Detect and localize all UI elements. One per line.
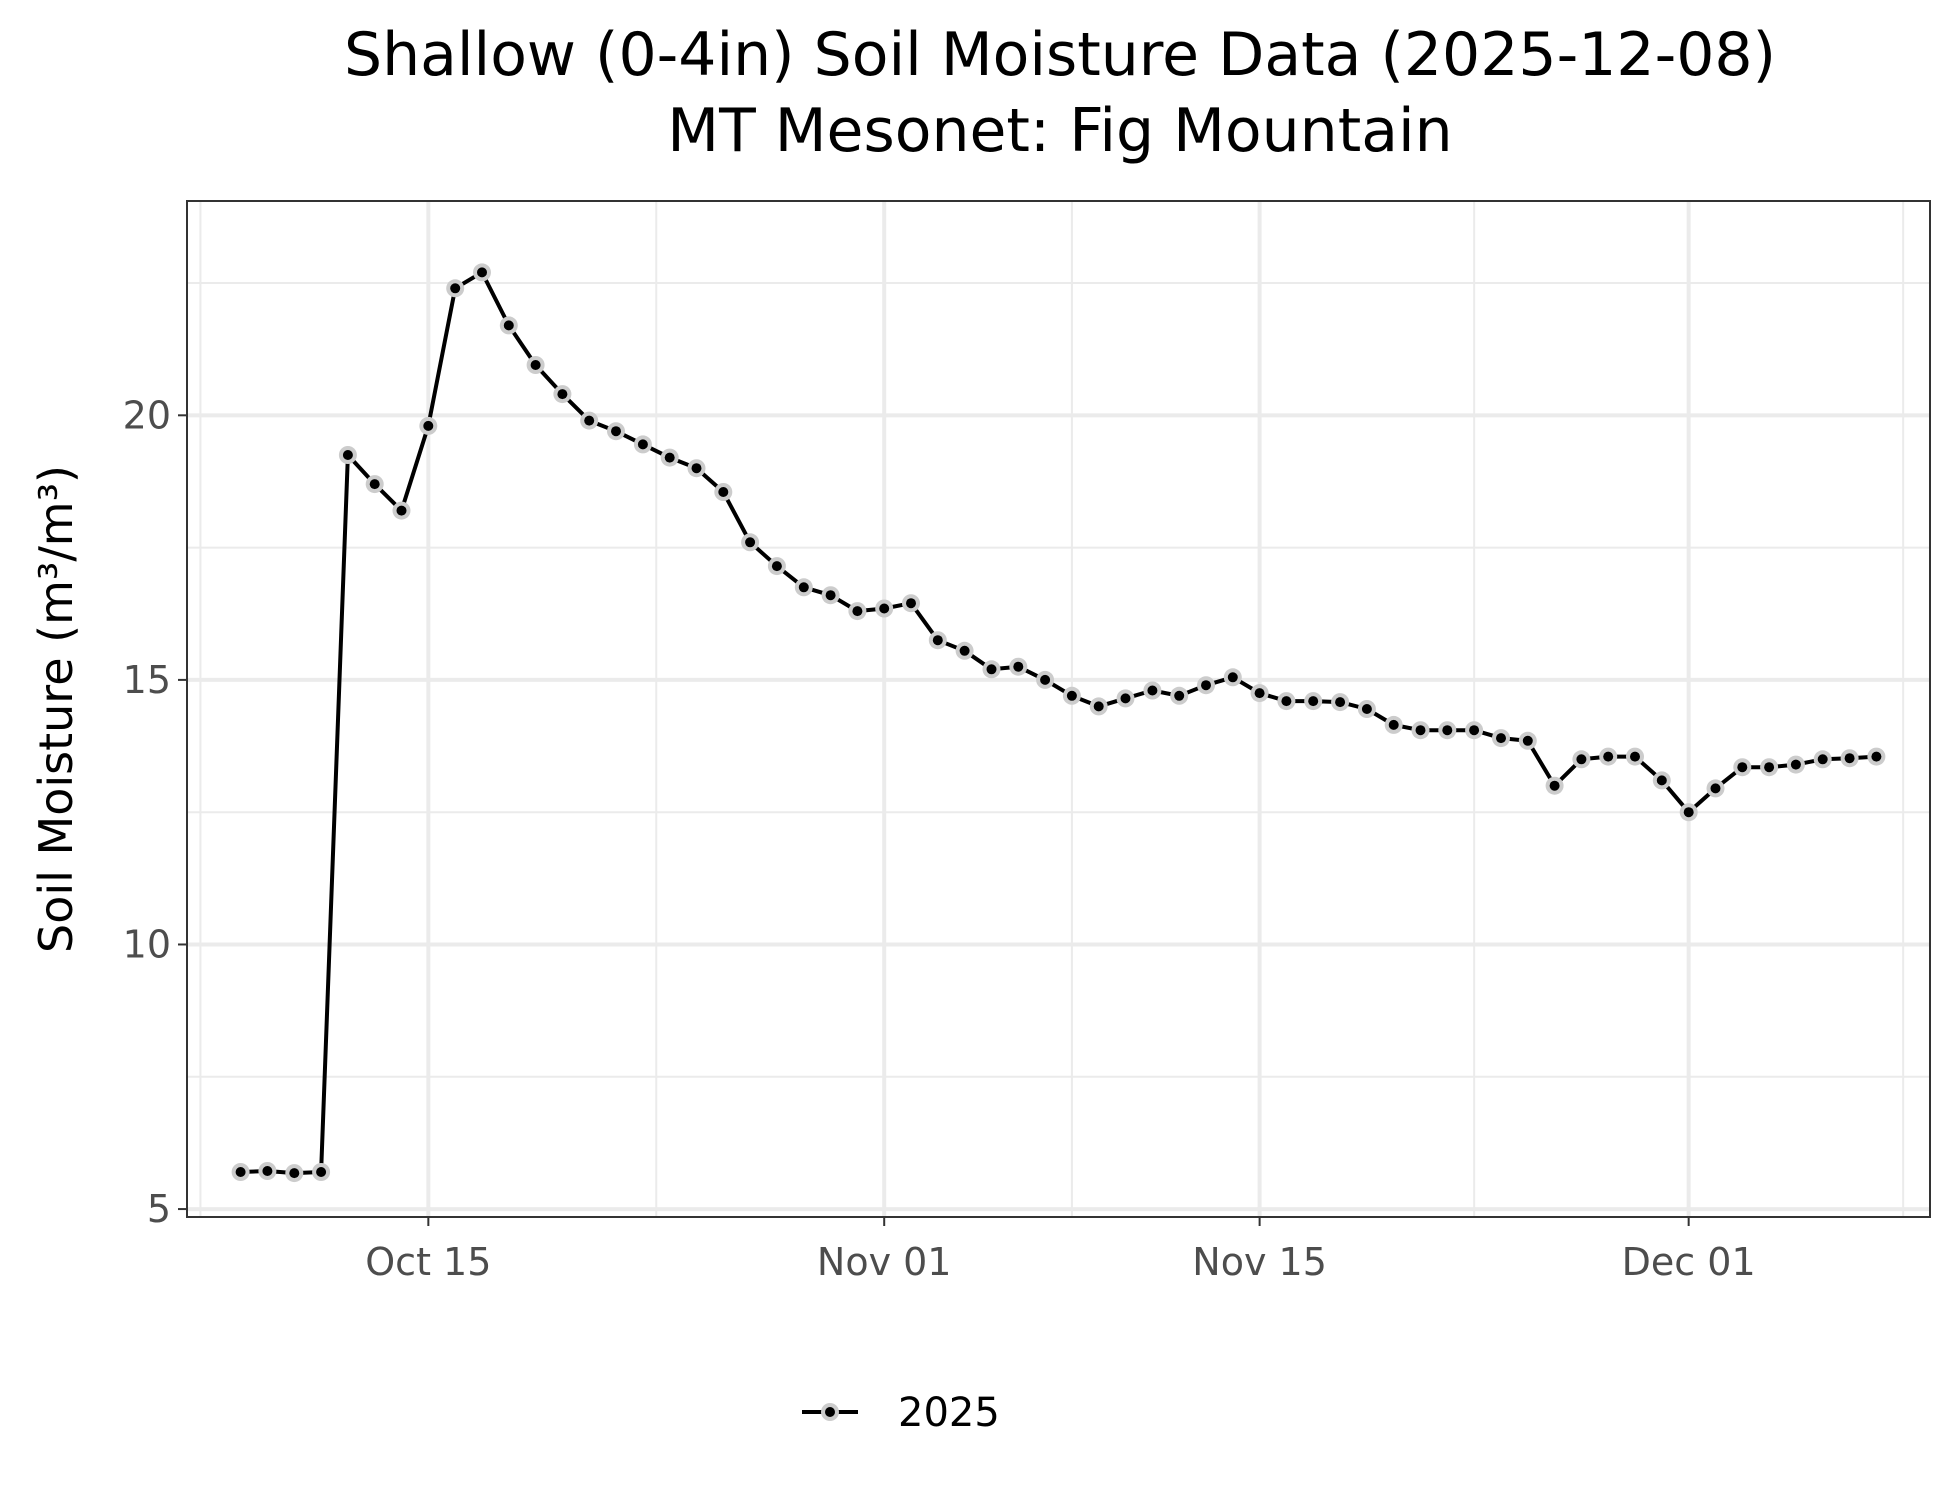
data-point xyxy=(825,590,836,601)
data-point xyxy=(1630,751,1640,762)
chart-title: Shallow (0-4in) Soil Moisture Data (2025… xyxy=(343,20,1776,90)
data-point xyxy=(1227,672,1238,683)
data-point xyxy=(1871,751,1882,762)
data-point xyxy=(1361,704,1372,714)
data-point xyxy=(1415,725,1426,736)
data-point xyxy=(235,1167,246,1177)
data-point xyxy=(1254,688,1265,699)
data-point xyxy=(1147,685,1158,696)
y-tick-label: 10 xyxy=(123,922,171,966)
chart-subtitle: MT Mesonet: Fig Mountain xyxy=(667,96,1453,166)
data-point xyxy=(718,487,729,497)
data-point xyxy=(1603,751,1614,762)
data-point xyxy=(1442,725,1453,736)
data-point xyxy=(396,505,407,516)
data-point xyxy=(959,645,970,656)
grid-major xyxy=(187,201,1930,1217)
data-point xyxy=(1469,725,1480,736)
data-point xyxy=(557,389,568,400)
data-point xyxy=(1120,693,1131,704)
data-point xyxy=(450,283,461,294)
x-tick-label: Nov 15 xyxy=(1192,1240,1327,1284)
data-point xyxy=(262,1166,273,1176)
data-point xyxy=(1764,762,1775,773)
data-point xyxy=(1656,775,1667,786)
data-point xyxy=(1522,735,1533,746)
data-point xyxy=(986,664,997,675)
data-point xyxy=(637,439,648,450)
data-point xyxy=(1790,759,1801,770)
data-point xyxy=(1549,780,1560,791)
x-tick-label: Nov 01 xyxy=(817,1240,952,1284)
data-point xyxy=(316,1167,327,1177)
data-point xyxy=(1308,696,1319,707)
data-point xyxy=(771,561,782,572)
data-point xyxy=(879,603,890,614)
data-point xyxy=(745,537,756,548)
data-point xyxy=(1737,762,1748,773)
x-tick-label: Oct 15 xyxy=(365,1240,491,1284)
y-axis-label: Soil Moisture (m³/m³) xyxy=(29,465,83,953)
x-tick-label: Dec 01 xyxy=(1622,1240,1756,1284)
data-point xyxy=(423,420,434,431)
data-point xyxy=(1066,690,1077,701)
data-point xyxy=(1710,783,1721,794)
series-line xyxy=(240,270,1877,1176)
data-point xyxy=(1281,696,1292,707)
data-point xyxy=(289,1168,300,1179)
y-tick-label: 20 xyxy=(123,393,171,437)
data-point xyxy=(1040,674,1051,685)
y-axis: 5 10 15 20 xyxy=(123,393,187,1231)
data-point xyxy=(932,635,943,646)
data-point xyxy=(1201,680,1211,691)
y-tick-label: 5 xyxy=(147,1187,171,1231)
data-point xyxy=(503,320,514,331)
data-point xyxy=(1093,701,1104,712)
data-point xyxy=(1496,733,1506,744)
data-point xyxy=(1174,690,1185,701)
data-point xyxy=(1683,807,1694,818)
x-axis: Oct 15 Nov 01 Nov 15 Dec 01 xyxy=(365,1217,1756,1284)
data-point xyxy=(530,360,541,370)
data-point xyxy=(1817,754,1828,765)
series-2025 xyxy=(231,263,1886,1183)
data-point xyxy=(798,582,809,593)
data-point xyxy=(477,267,487,278)
data-point xyxy=(1013,661,1024,672)
data-point xyxy=(691,463,702,474)
data-point xyxy=(584,415,595,426)
legend: 2025 xyxy=(802,1390,1000,1436)
plot-panel-border xyxy=(186,200,1931,1218)
data-point xyxy=(369,479,380,490)
grid-minor xyxy=(187,201,1930,1217)
data-point xyxy=(1844,753,1855,764)
data-point xyxy=(611,426,621,437)
y-tick-label: 15 xyxy=(123,658,171,702)
data-point xyxy=(852,606,863,617)
data-point xyxy=(664,452,675,463)
data-point xyxy=(1388,719,1399,730)
data-point xyxy=(342,450,353,460)
data-point xyxy=(1576,754,1587,765)
data-point xyxy=(906,598,916,609)
data-point xyxy=(1335,697,1346,708)
legend-entry-2025: 2025 xyxy=(898,1390,1000,1436)
legend-point-swatch xyxy=(825,1407,835,1417)
